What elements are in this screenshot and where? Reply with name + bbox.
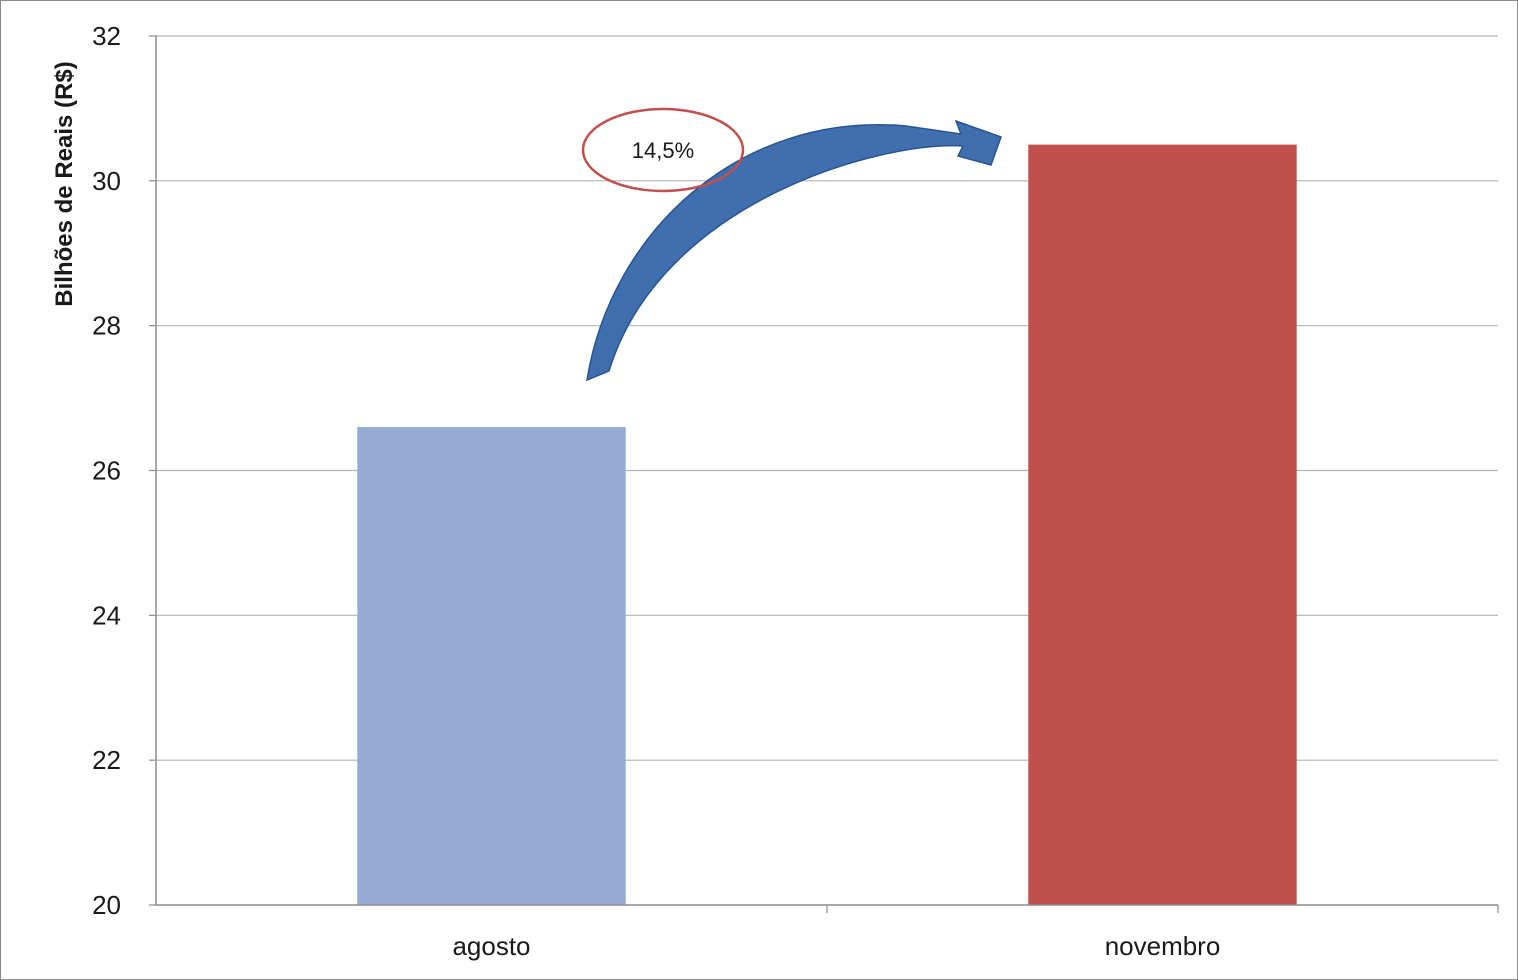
growth-percentage: 14,5% [632,138,694,163]
growth-annotation: 14,5% [581,107,1002,382]
y-tick-label: 24 [92,600,121,630]
growth-ellipse [581,107,745,193]
y-tick-label: 32 [92,21,121,51]
bar-agosto [357,427,626,905]
y-axis-title: Bilhões de Reais (R$) [51,61,78,306]
y-tick-label: 20 [92,890,121,920]
x-tick-labels: agosto novembro [452,931,1220,961]
y-tick-label: 28 [92,311,121,341]
y-tick-label: 26 [92,456,121,486]
y-tick-labels: 20 22 24 26 28 30 32 [92,21,121,920]
x-tick-label: novembro [1105,931,1221,961]
y-tick-label: 22 [92,745,121,775]
bars [357,144,1297,905]
y-tick-label: 30 [92,166,121,196]
x-tick-label: agosto [452,931,530,961]
bar-novembro [1028,144,1297,905]
curved-arrow-icon [586,119,1002,382]
axes [155,36,1498,906]
